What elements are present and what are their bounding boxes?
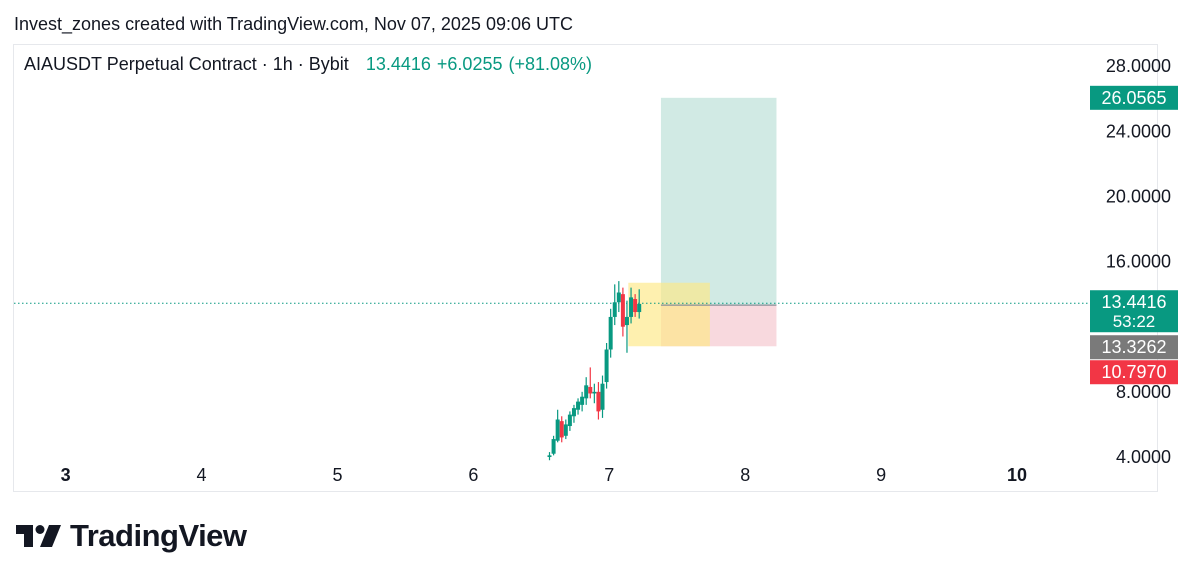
candle xyxy=(580,391,585,412)
candle-body xyxy=(612,302,617,317)
candle xyxy=(563,419,568,440)
price-badge-bg xyxy=(1090,335,1178,360)
x-tick-label: 8 xyxy=(740,465,750,485)
candle xyxy=(555,409,560,443)
candle-body xyxy=(633,299,638,313)
y-tick-label: 8.0000 xyxy=(1116,382,1171,402)
price-badge-label: 13.4416 xyxy=(1101,292,1166,312)
price-badge[interactable]: 26.0565 xyxy=(1090,85,1178,110)
candle xyxy=(567,411,572,431)
candle xyxy=(624,300,629,353)
candle-body xyxy=(624,316,629,326)
y-tick-label: 4.0000 xyxy=(1116,447,1171,467)
candle-body xyxy=(600,383,605,410)
tradingview-logo[interactable]: TradingView xyxy=(16,518,247,554)
highlight-box xyxy=(628,282,710,347)
candle-body xyxy=(567,414,572,427)
candle xyxy=(596,382,601,420)
y-tick-label: 20.0000 xyxy=(1106,186,1171,206)
symbol-title: AIAUSDT Perpetual Contract · 1h · Bybit xyxy=(24,54,349,74)
price-badge-label: 10.7970 xyxy=(1101,362,1166,382)
price-axis: 28.0000 24.0000 20.0000 16.0000 8.0000 4.0000 xyxy=(1106,56,1171,467)
x-tick-label: 5 xyxy=(332,465,342,485)
candle xyxy=(588,367,593,399)
candle xyxy=(616,281,621,313)
price-badge-bg xyxy=(1090,290,1178,333)
candle xyxy=(547,452,552,461)
candle-body xyxy=(604,349,609,383)
x-tick-label: 3 xyxy=(61,465,71,485)
candle-body xyxy=(588,386,593,394)
candle xyxy=(576,398,581,415)
candle xyxy=(571,404,576,423)
candle xyxy=(620,287,625,337)
candle-body xyxy=(571,408,576,417)
candle xyxy=(608,308,613,358)
x-tick-label: 10 xyxy=(1007,465,1027,485)
tradingview-logo-icon xyxy=(16,525,61,547)
candle-body xyxy=(592,391,597,394)
candle-body xyxy=(555,419,560,441)
candle-body xyxy=(576,401,581,410)
candle-body xyxy=(608,316,613,350)
price-badge[interactable]: 13.3262 xyxy=(1090,335,1178,360)
x-tick-label: 7 xyxy=(604,465,614,485)
x-tick-label: 4 xyxy=(197,465,207,485)
chart-attribution: Invest_zones created with TradingView.co… xyxy=(14,14,573,34)
legend-values: 13.4416 +6.0255 (+81.08%) xyxy=(360,54,592,74)
x-tick-label: 9 xyxy=(876,465,886,485)
candle-body xyxy=(563,424,568,436)
candle-body xyxy=(580,396,585,405)
candles xyxy=(547,281,642,461)
time-axis: 3 4 5 6 7 8 9 10 xyxy=(61,465,1027,485)
candle xyxy=(629,287,634,324)
y-tick-label: 24.0000 xyxy=(1106,121,1171,141)
last-price: 13.4416 xyxy=(365,54,431,74)
tradingview-wordmark: TradingView xyxy=(70,518,247,553)
price-change: +6.0255 xyxy=(436,54,503,74)
candle xyxy=(559,416,564,443)
candle-body xyxy=(637,303,642,313)
price-badge-bg xyxy=(1090,360,1178,385)
chart-frame xyxy=(13,44,1158,492)
candle-body xyxy=(584,385,589,399)
price-change-percent: (+81.08%) xyxy=(508,54,593,74)
candle-body xyxy=(596,391,601,412)
price-badge-label: 26.0565 xyxy=(1101,88,1166,108)
candle xyxy=(637,289,642,319)
candle xyxy=(633,294,638,317)
candle-body xyxy=(620,294,625,327)
candle xyxy=(584,377,589,405)
price-badge[interactable]: 10.7970 xyxy=(1090,360,1178,385)
candle xyxy=(551,435,556,456)
candle xyxy=(600,375,605,418)
candle xyxy=(604,342,609,389)
target-zone xyxy=(660,97,777,306)
symbol-legend: AIAUSDT Perpetual Contract · 1h · Bybit … xyxy=(24,54,592,75)
candle-body xyxy=(629,297,634,317)
candle-body xyxy=(616,292,621,303)
countdown-label: 53:22 xyxy=(1113,312,1156,331)
candle xyxy=(592,383,597,404)
position-zones xyxy=(628,97,777,347)
price-badge-bg xyxy=(1090,85,1178,110)
candle-body xyxy=(551,439,556,454)
x-tick-label: 6 xyxy=(468,465,478,485)
candle xyxy=(612,284,617,326)
price-badge-label: 13.3262 xyxy=(1101,337,1166,357)
y-tick-label: 16.0000 xyxy=(1106,252,1171,272)
y-tick-label: 28.0000 xyxy=(1106,56,1171,76)
candle-body xyxy=(559,421,564,438)
candle-body xyxy=(547,455,552,457)
